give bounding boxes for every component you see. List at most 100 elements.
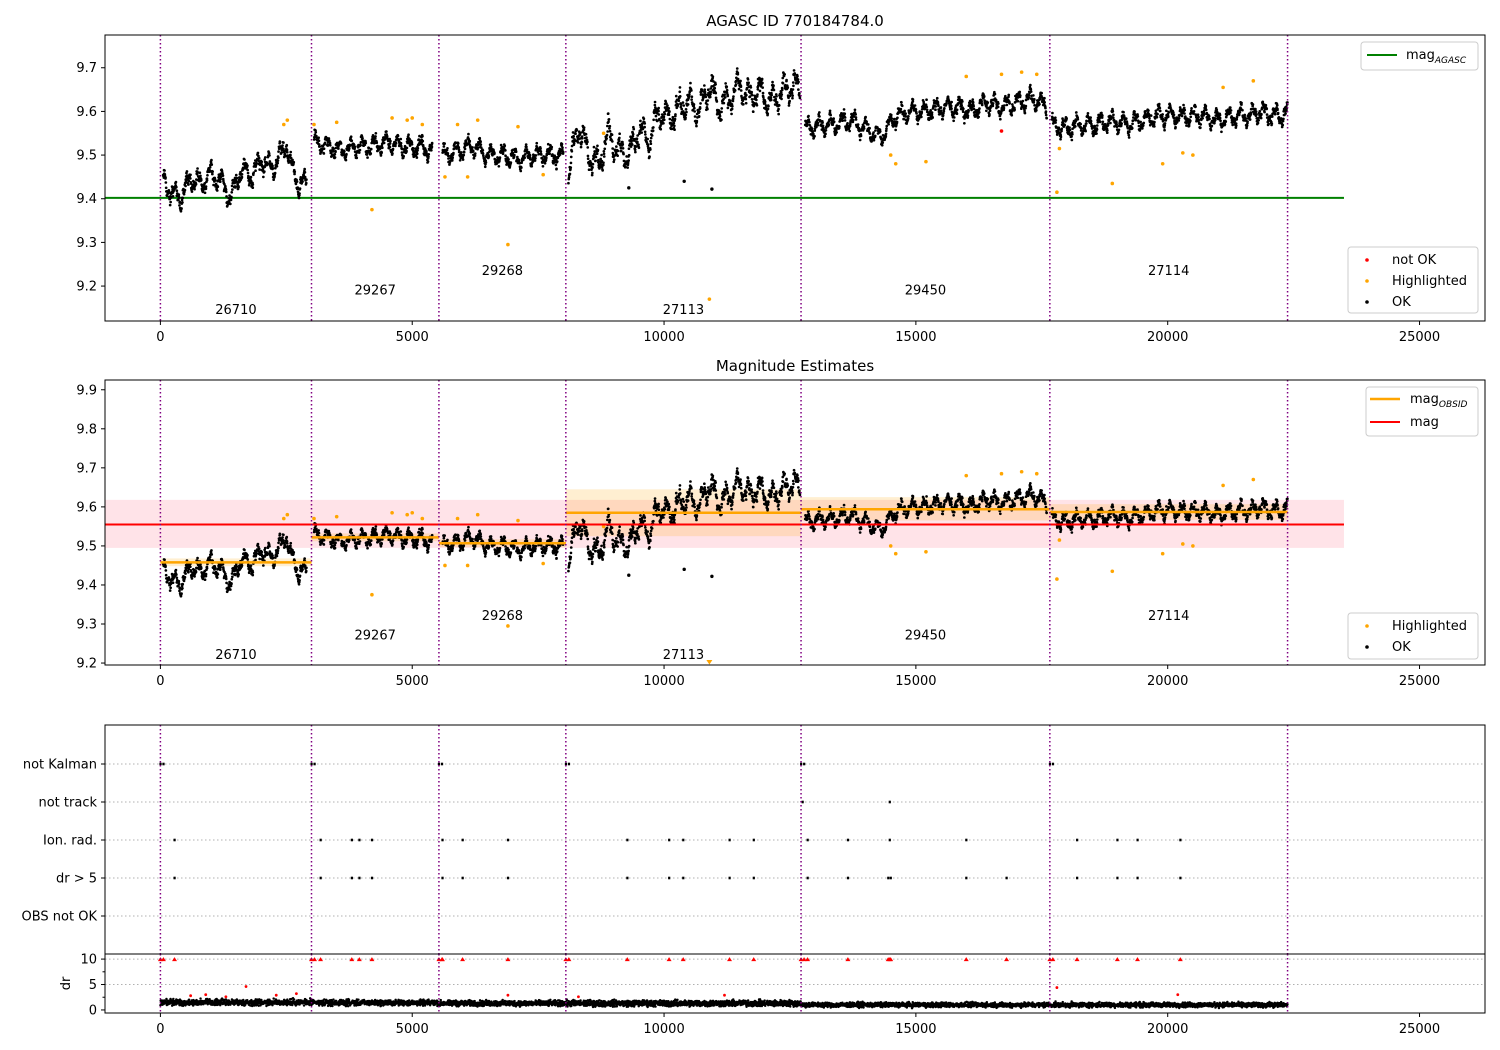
legend-magnitude: magOBSID mag	[1365, 386, 1479, 437]
x-tick-label: 10000	[643, 330, 684, 345]
flag-mark	[800, 762, 803, 766]
dr-clipped-marker	[460, 957, 466, 962]
x-tick-label: 20000	[1147, 330, 1188, 345]
ok-outlier-point	[710, 574, 714, 579]
panel-dr: 0 5000 10000 15000 20000 25000 0 5 10 dr	[59, 953, 1486, 1037]
y-tick-label: 9.3	[76, 618, 97, 633]
highlighted-point	[420, 516, 425, 521]
flag-mark	[846, 876, 850, 880]
dr-clipped-marker	[349, 957, 355, 962]
y-tick-label: 0	[89, 1003, 97, 1018]
highlighted-point	[370, 592, 374, 597]
dr-clipped-marker	[1177, 957, 1183, 962]
flag-mark	[668, 838, 671, 842]
flag-mark	[1116, 876, 1119, 880]
dr-clipped-marker	[505, 957, 511, 962]
flag-mark	[626, 876, 629, 880]
legend-marker-highlighted	[1365, 279, 1369, 283]
dr-clipped-marker	[160, 957, 166, 962]
highlighted-point	[312, 122, 316, 127]
y-tick-label: 9.5	[76, 149, 97, 164]
flag-mark	[567, 762, 571, 766]
highlighted-point	[334, 514, 339, 519]
highlighted-point	[1221, 85, 1225, 90]
highlighted-point	[1110, 569, 1115, 574]
legend-marker-highlighted	[1365, 624, 1369, 628]
flag-mark	[889, 876, 892, 880]
flag-mark	[1051, 762, 1055, 766]
y-tick-label: 9.4	[76, 578, 97, 593]
flag-mark	[159, 762, 162, 766]
dr-clipped-marker	[666, 957, 672, 962]
y-tick-label: 9.2	[76, 657, 97, 672]
flag-mark	[728, 876, 731, 880]
highlighted-point	[1055, 577, 1059, 581]
highlighted-point	[443, 563, 447, 568]
legend-label-not-ok: not OK	[1392, 253, 1437, 268]
flag-mark	[668, 876, 671, 880]
panel-magnitude-estimates: 26710 29267 29268 27113 29450 27114 0 5000 10000…	[76, 379, 1486, 689]
obsid-label: 27114	[1148, 264, 1189, 279]
flag-mark	[564, 762, 568, 766]
highlighted-point	[506, 624, 510, 628]
flag-row-label: not Kalman	[23, 758, 97, 773]
legend-agasc: magAGASC	[1360, 41, 1479, 71]
dr-clipped-marker	[751, 957, 757, 962]
dr-not-ok-point	[244, 985, 248, 988]
highlighted-point	[964, 473, 969, 478]
flag-mark	[682, 876, 685, 880]
highlighted-point	[1057, 146, 1062, 151]
highlighted-point	[334, 120, 339, 125]
flag-row-label: OBS not OK	[22, 910, 98, 925]
dr-clipped-marker	[566, 957, 572, 962]
legend-label-highlighted: Highlighted	[1392, 619, 1467, 634]
y-tick-label: 9.7	[76, 61, 97, 76]
flag-mark	[441, 876, 444, 880]
highlighted-point	[1181, 542, 1185, 546]
plot-frame	[104, 379, 1486, 666]
dr-clipped-marker	[1004, 957, 1010, 962]
flag-mark	[370, 838, 374, 842]
highlighted-point	[1110, 181, 1115, 186]
dr-clipped-marker	[805, 957, 811, 962]
flag-mark	[1116, 838, 1119, 842]
flag-mark	[846, 838, 850, 842]
dr-clipped-marker	[963, 957, 969, 962]
flag-mark	[506, 876, 510, 880]
dr-clipped-marker	[888, 957, 894, 962]
flag-mark	[888, 838, 891, 842]
highlighted-point	[1160, 551, 1165, 556]
ok-points	[161, 67, 1289, 213]
highlighted-point	[285, 512, 290, 517]
flag-mark	[1136, 876, 1139, 880]
flag-mark	[437, 762, 441, 766]
flag-mark	[1076, 876, 1079, 880]
highlighted-point	[506, 242, 510, 247]
flag-mark	[358, 876, 361, 880]
y-tick-label: 9.8	[76, 422, 97, 437]
legend-frame	[1347, 612, 1479, 660]
x-tick-label: 25000	[1399, 1022, 1440, 1037]
x-tick-label: 15000	[895, 674, 936, 689]
flag-mark	[626, 838, 629, 842]
x-tick-label: 0	[156, 330, 164, 345]
flag-mark	[806, 838, 809, 842]
flag-mark	[319, 838, 322, 842]
flag-mark	[319, 876, 322, 880]
flag-mark	[803, 762, 806, 766]
y-tick-label: 9.6	[76, 105, 97, 120]
dr-not-ok-point	[274, 993, 278, 997]
highlighted-point	[1181, 151, 1185, 155]
x-tick-label: 5000	[396, 1022, 429, 1037]
ok-outlier-point	[627, 573, 631, 577]
obsid-label: 27114	[1148, 609, 1189, 624]
highlighted-point	[455, 516, 460, 521]
y-tick-label: 5	[89, 978, 97, 993]
highlighted-point	[1057, 538, 1062, 542]
obsid-label: 29450	[905, 283, 946, 298]
highlighted-point	[465, 175, 470, 179]
clipped-highlighted-marker	[706, 660, 713, 665]
flag-mark	[440, 762, 444, 766]
dr-axis-label: dr	[59, 976, 74, 990]
ok-points	[161, 467, 1289, 598]
